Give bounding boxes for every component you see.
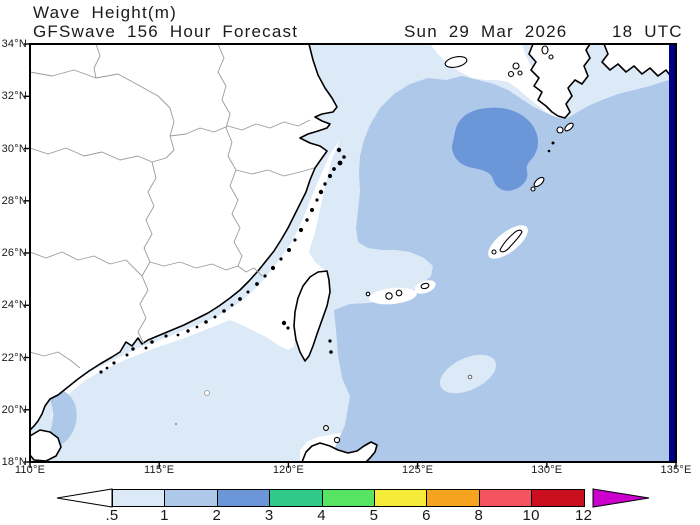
legend-overflow-arrow <box>592 488 650 508</box>
axis-ticks <box>24 43 677 468</box>
legend-tick-label: 4 <box>317 507 326 524</box>
legend-segment <box>269 489 323 507</box>
coastline-taiwan <box>293 270 331 362</box>
legend-segment <box>112 489 166 507</box>
valid-time-label: 18 UTC <box>612 22 683 41</box>
legend-tick-label: 10 <box>522 507 540 524</box>
legend-colorbar <box>112 489 585 507</box>
province-borders <box>30 44 315 369</box>
coastline-kyushu <box>528 44 591 119</box>
lon-label: 120°E <box>272 464 304 476</box>
legend-segment <box>216 489 271 507</box>
lon-label: 125°E <box>402 464 434 476</box>
lat-label: 18°N <box>1 456 27 468</box>
legend-tick-label: 5 <box>369 507 379 524</box>
sea-dark-patch <box>452 107 538 191</box>
sea-light-patch-southeast <box>439 354 497 394</box>
legend-tick-label: 3 <box>264 507 274 524</box>
coastal-island-specks <box>99 147 346 374</box>
lat-label: 34°N <box>1 38 27 50</box>
lat-label: 22°N <box>1 351 27 364</box>
lat-label: 32°N <box>1 90 27 103</box>
legend-tick-label: 12 <box>574 507 593 524</box>
lon-label: 130°E <box>531 464 563 476</box>
legend-tick-label: 2 <box>212 507 222 524</box>
legend-segment <box>478 489 533 507</box>
model-forecast-label: GFSwave 156 Hour Forecast <box>33 22 299 41</box>
coastline-hainan <box>30 429 62 462</box>
calm-band-china-coast <box>46 140 340 430</box>
legend-tick-label: .5 <box>105 507 119 524</box>
right-edge-band <box>669 44 675 462</box>
calm-halo-yaeyama <box>369 287 417 305</box>
legend-segment <box>321 489 375 507</box>
legend-tick-label: 6 <box>422 507 431 524</box>
lon-label: 110°E <box>14 464 46 476</box>
legend-segment <box>531 489 585 507</box>
lon-label: 135°E <box>660 464 692 476</box>
legend-tick-label: 8 <box>474 507 484 524</box>
map-layers <box>30 44 676 462</box>
islands-taiwan-luzon-scs <box>174 320 473 444</box>
lon-label: 115°E <box>144 464 175 476</box>
coastline-mainland-china <box>30 44 338 431</box>
page-title: Wave Height(m) <box>33 3 177 22</box>
legend-underflow-arrow <box>56 488 113 508</box>
legend-tick-label: 1 <box>160 507 169 524</box>
lat-label: 26°N <box>1 247 27 259</box>
legend-segment <box>426 489 480 507</box>
legend-segment <box>373 489 428 507</box>
islands-japan-korea <box>444 45 554 78</box>
sea-medium-open-ocean <box>330 76 676 462</box>
valid-date-label: Sun 29 Mar 2026 <box>404 22 568 41</box>
lat-label: 28°N <box>1 194 27 207</box>
lat-label: 30°N <box>1 142 27 155</box>
lat-label: 24°N <box>1 299 27 312</box>
islands-ryukyu-chain <box>365 122 574 300</box>
legend-segment <box>164 489 218 507</box>
coastline-luzon <box>301 441 378 462</box>
lat-label: 20°N <box>1 403 27 416</box>
